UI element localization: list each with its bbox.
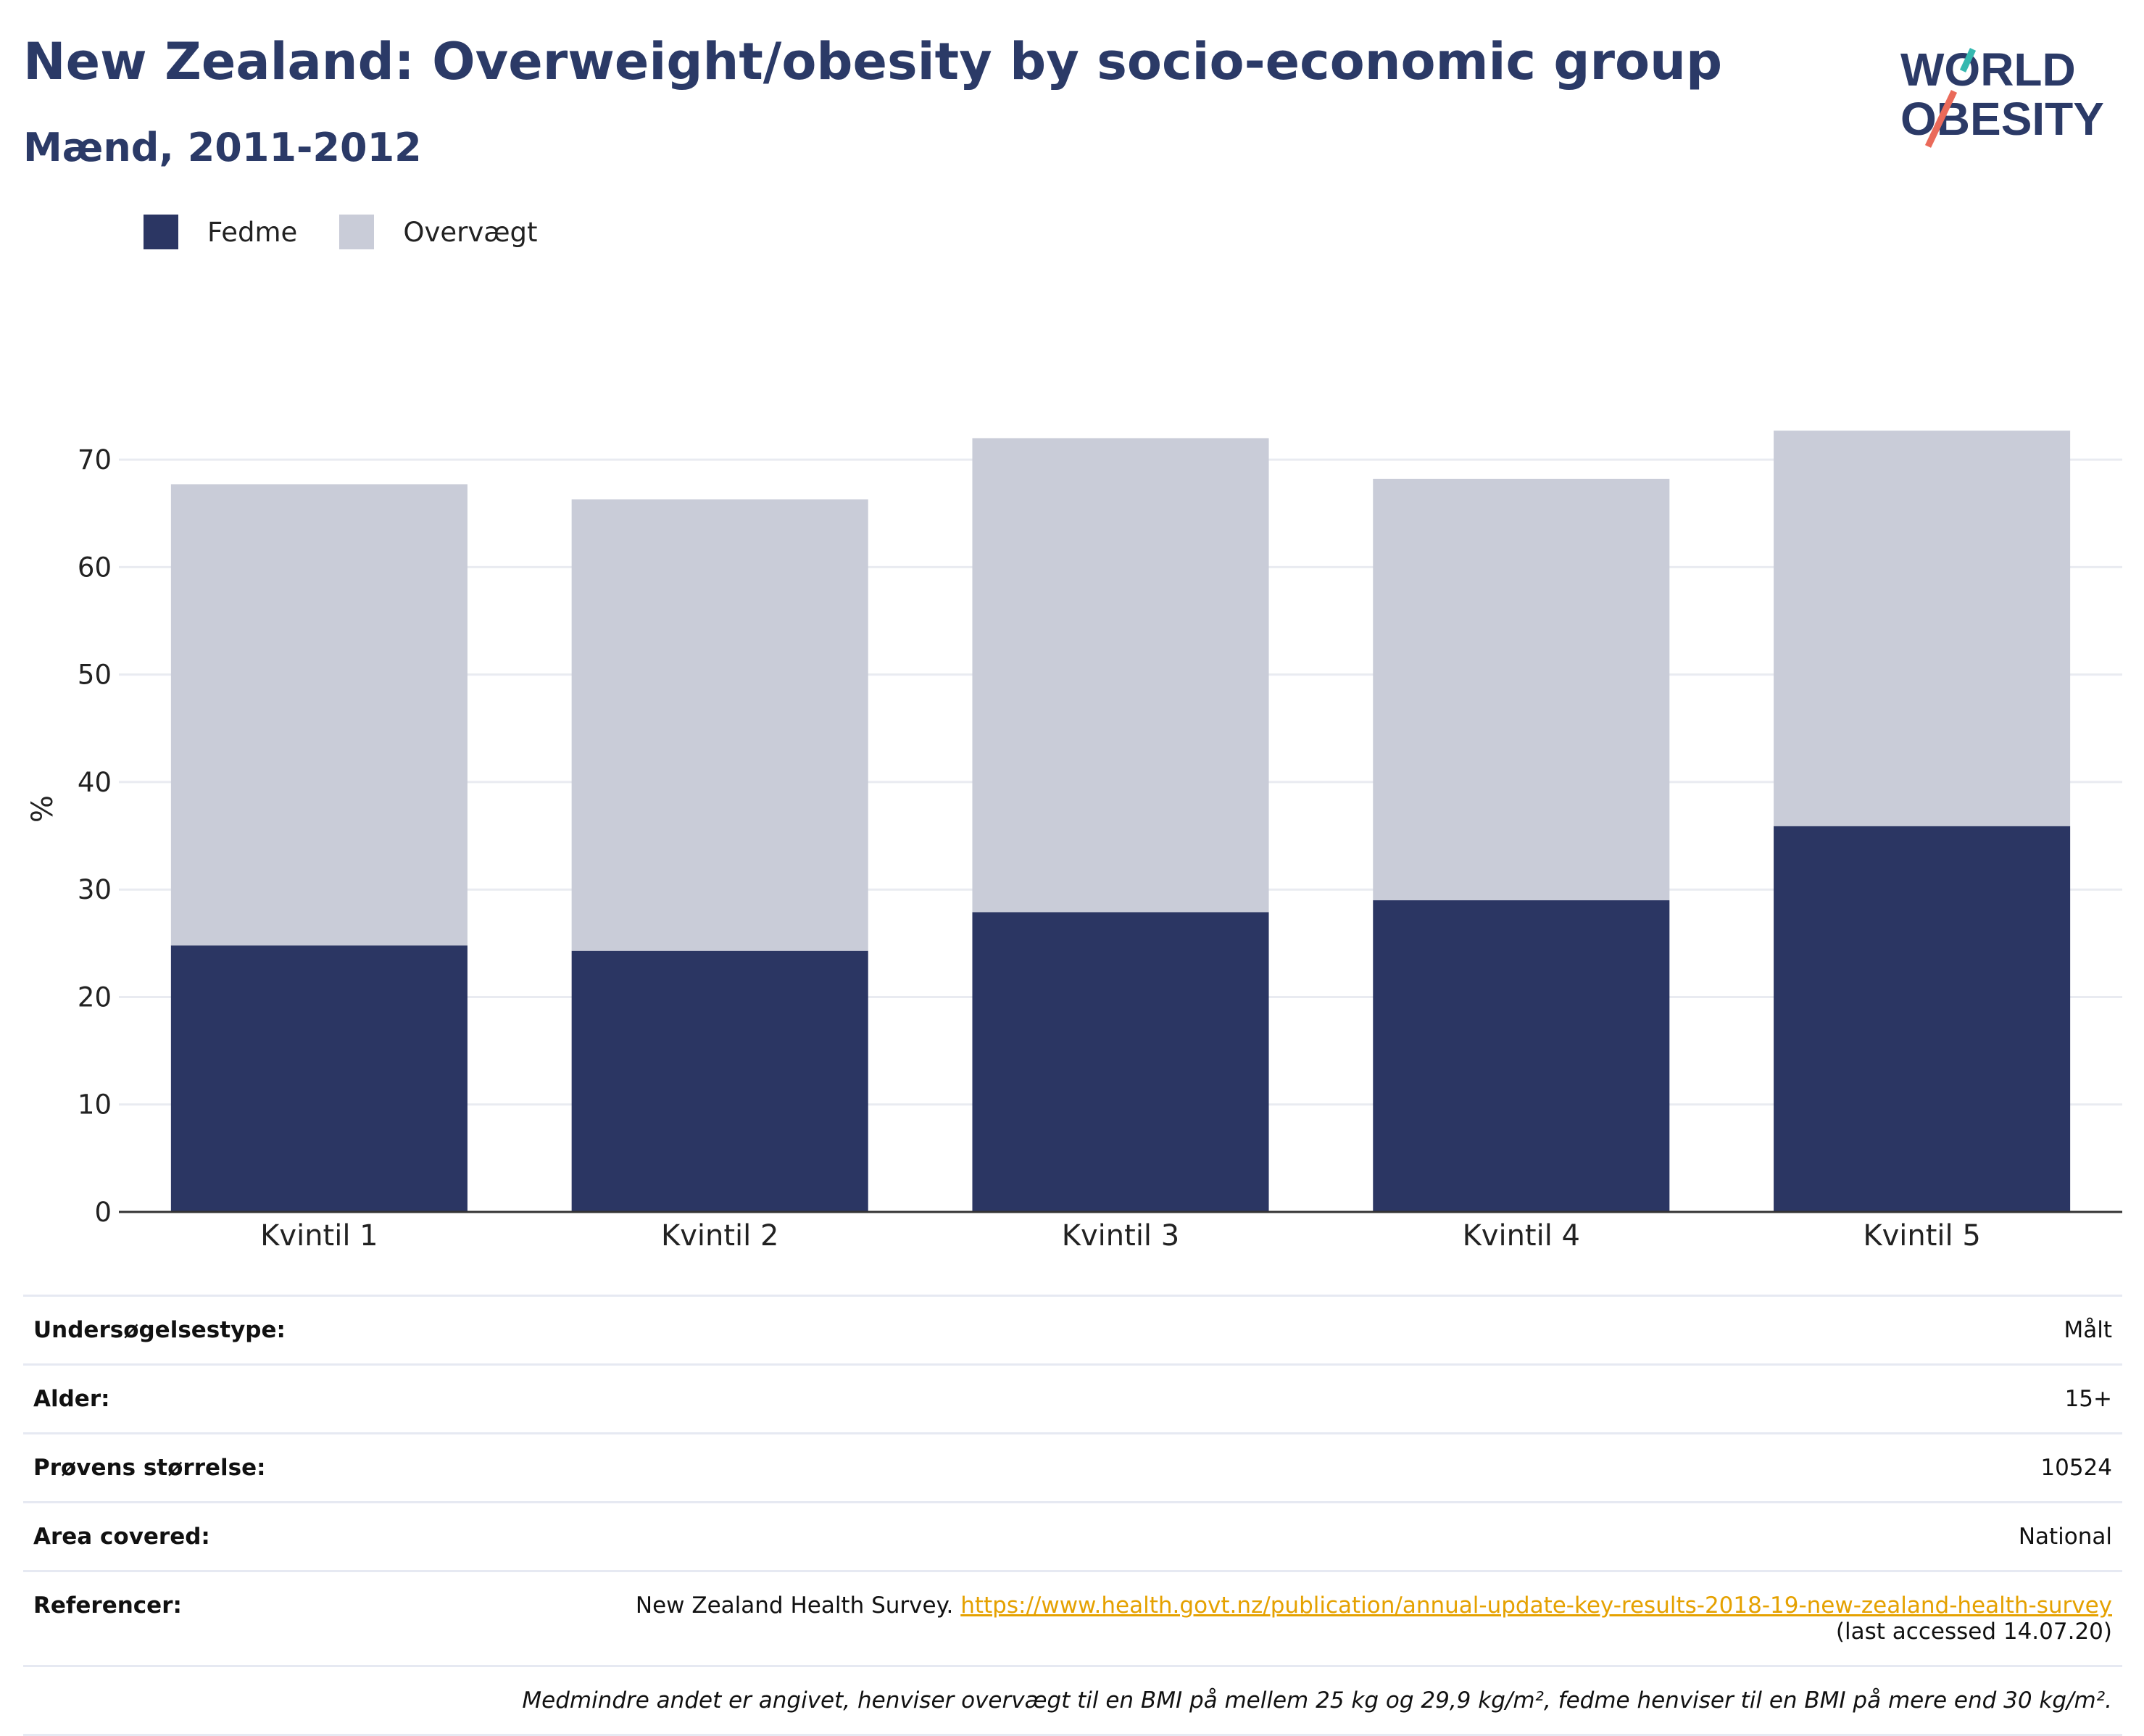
bar-fedme [1774, 826, 2071, 1212]
y-tick-label: 70 [78, 444, 112, 475]
metadata-table: Undersøgelsestype: Målt Alder: 15+ Prøve… [23, 1295, 2122, 1736]
y-tick-label: 10 [78, 1089, 112, 1121]
svg-text:WORLD: WORLD [1900, 43, 2076, 96]
chart-subtitle: Mænd, 2011-2012 [23, 125, 422, 170]
meta-row-area: Area covered: National [23, 1501, 2122, 1570]
bar-fedme [1373, 900, 1670, 1212]
definition-note: Medmindre andet er angivet, henviser ove… [23, 1665, 2122, 1736]
meta-value: New Zealand Health Survey. https://www.h… [636, 1592, 2112, 1645]
meta-key: Undersøgelsestype: [33, 1317, 286, 1343]
y-tick-label: 30 [78, 874, 112, 905]
bar-fedme [170, 945, 468, 1212]
meta-value: Målt [2064, 1317, 2112, 1343]
bar-overvaegt [1373, 478, 1670, 901]
legend-swatch-fedme [144, 215, 178, 249]
meta-row-references: Referencer: New Zealand Health Survey. h… [23, 1570, 2122, 1665]
meta-value: 10524 [2040, 1455, 2112, 1481]
meta-row-age: Alder: 15+ [23, 1363, 2122, 1432]
reference-link[interactable]: https://www.health.govt.nz/publication/a… [960, 1592, 2112, 1619]
meta-value: 15+ [2064, 1386, 2112, 1412]
legend-label-fedme: Fedme [207, 216, 298, 248]
legend-swatch-overvaegt [339, 215, 375, 249]
y-tick-label: 0 [94, 1197, 112, 1228]
meta-row-survey-type: Undersøgelsestype: Målt [23, 1295, 2122, 1363]
y-tick-label: 40 [78, 767, 112, 798]
y-tick-label: 20 [78, 981, 112, 1013]
x-tick-label: Kvintil 4 [1463, 1219, 1580, 1253]
bar-chart: 0 10 20 30 40 50 60 70% Kvintil 1 Kvintil 2 Kvinti… [26, 431, 2122, 1253]
y-axis-label: % [26, 795, 59, 823]
bar-overvaegt [972, 438, 1269, 913]
meta-key: Alder: [33, 1386, 110, 1412]
bar-overvaegt [170, 484, 468, 946]
x-tick-label: Kvintil 1 [260, 1219, 378, 1253]
chart-title: New Zealand: Overweight/obesity by socio… [23, 32, 1723, 91]
x-tick-label: Kvintil 2 [661, 1219, 778, 1253]
meta-value: National [2018, 1524, 2112, 1550]
world-obesity-logo: WORLD OBESITY [1900, 43, 2104, 148]
meta-key: Referencer: [33, 1592, 182, 1619]
y-tick-label: 60 [78, 552, 112, 583]
reference-text: New Zealand Health Survey. [635, 1592, 954, 1619]
x-tick-label: Kvintil 3 [1062, 1219, 1179, 1253]
meta-row-sample-size: Prøvens størrelse: 10524 [23, 1432, 2122, 1501]
y-tick-label: 50 [78, 660, 112, 691]
legend: Fedme Overvægt [144, 215, 580, 249]
meta-key: Prøvens størrelse: [33, 1455, 266, 1481]
legend-label-overvaegt: Overvægt [403, 216, 538, 248]
bar-fedme [571, 950, 868, 1212]
bar-overvaegt [571, 499, 868, 951]
x-tick-label: Kvintil 5 [1863, 1219, 1980, 1253]
meta-key: Area covered: [33, 1524, 210, 1550]
bar-overvaegt [1774, 431, 2071, 826]
reference-accessed: (last accessed 14.07.20) [1835, 1619, 2112, 1645]
bar-fedme [972, 912, 1269, 1212]
